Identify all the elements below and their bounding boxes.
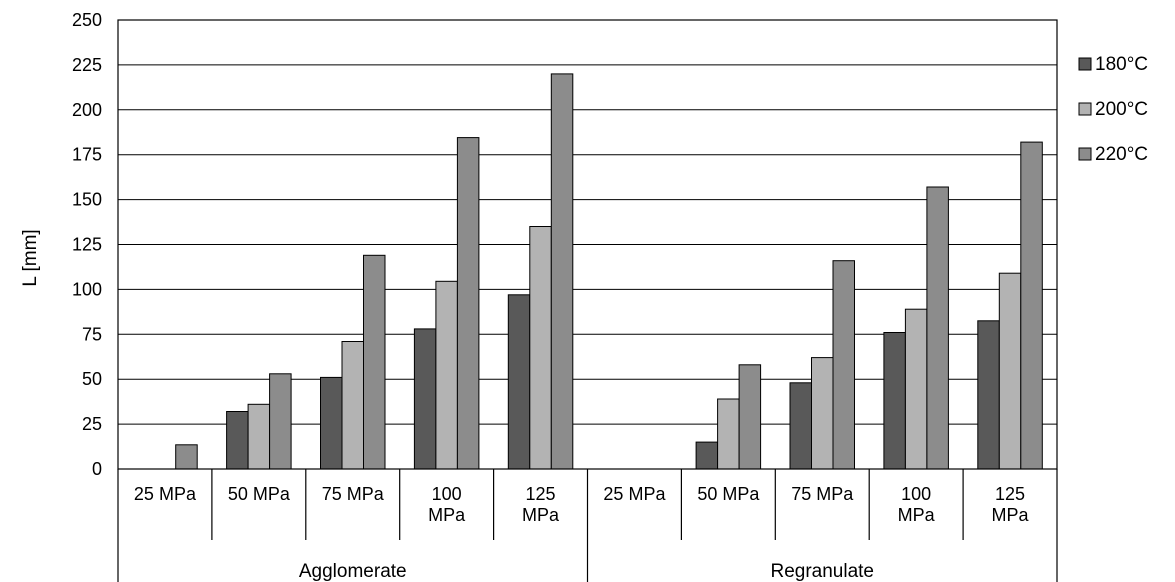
bar (738, 364, 762, 470)
legend-swatch (1078, 102, 1092, 116)
y-tick-label: 250 (72, 10, 102, 30)
legend-label: 180°C (1095, 54, 1148, 75)
bar (550, 73, 574, 470)
category-label: 125 MPa (522, 484, 560, 525)
bar (926, 186, 949, 470)
axes (117, 19, 1058, 582)
y-tick-label: 100 (72, 279, 102, 299)
y-tick-label: 25 (82, 414, 102, 434)
legend-swatch (1078, 147, 1092, 161)
y-tick-label: 125 (72, 235, 102, 255)
category-label: 100 MPa (898, 484, 936, 525)
bar (320, 376, 343, 470)
category-label: 125 MPa (992, 484, 1030, 525)
bar (413, 328, 437, 470)
bar (341, 341, 364, 470)
bar (226, 411, 249, 470)
legend-swatch (1078, 57, 1092, 71)
legend-label: 220°C (1095, 144, 1148, 165)
bar (175, 444, 198, 470)
y-axis-label: L [mm] (20, 229, 41, 286)
category-label: 75 MPa (322, 484, 385, 504)
bar (363, 254, 386, 470)
y-tick-label: 150 (72, 190, 102, 210)
category-label: 25 MPa (134, 484, 197, 504)
bar (883, 332, 906, 470)
bar (977, 320, 1000, 470)
group-label: Regranulate (770, 561, 874, 582)
bar (269, 373, 292, 470)
category-labels: 25 MPa 50 MPa 75 MPa 100 MPa 125 MPa 25 MPa 50 M… (134, 484, 1030, 582)
bar (456, 137, 480, 470)
category-label: 25 MPa (603, 484, 666, 504)
y-tick-label: 50 (82, 369, 102, 389)
category-label: 100 MPa (428, 484, 466, 525)
bar (507, 294, 531, 470)
bar (435, 280, 458, 470)
bar (1020, 141, 1043, 470)
y-tick-label: 225 (72, 55, 102, 75)
bar (789, 382, 812, 470)
bar (811, 357, 834, 470)
bar (529, 226, 552, 470)
y-tick-label: 75 (82, 324, 102, 344)
y-tick-label: 175 (72, 145, 102, 165)
legend-label: 200°C (1095, 99, 1148, 120)
legend: 180°C 200°C 220°C (1078, 54, 1148, 165)
bar (832, 260, 855, 470)
y-tick-label: 0 (92, 459, 102, 479)
bar (717, 398, 740, 470)
bar (904, 308, 928, 470)
category-label: 50 MPa (228, 484, 291, 504)
category-label: 50 MPa (697, 484, 760, 504)
y-tick-label: 200 (72, 100, 102, 120)
bar (247, 403, 271, 470)
bar (998, 272, 1022, 470)
group-label: Agglomerate (299, 561, 407, 582)
bars (175, 73, 1043, 470)
y-tick-labels: 0 25 50 75 100 125 150 175 200 225 250 (72, 10, 102, 479)
category-label: 75 MPa (791, 484, 854, 504)
bar (695, 441, 719, 470)
